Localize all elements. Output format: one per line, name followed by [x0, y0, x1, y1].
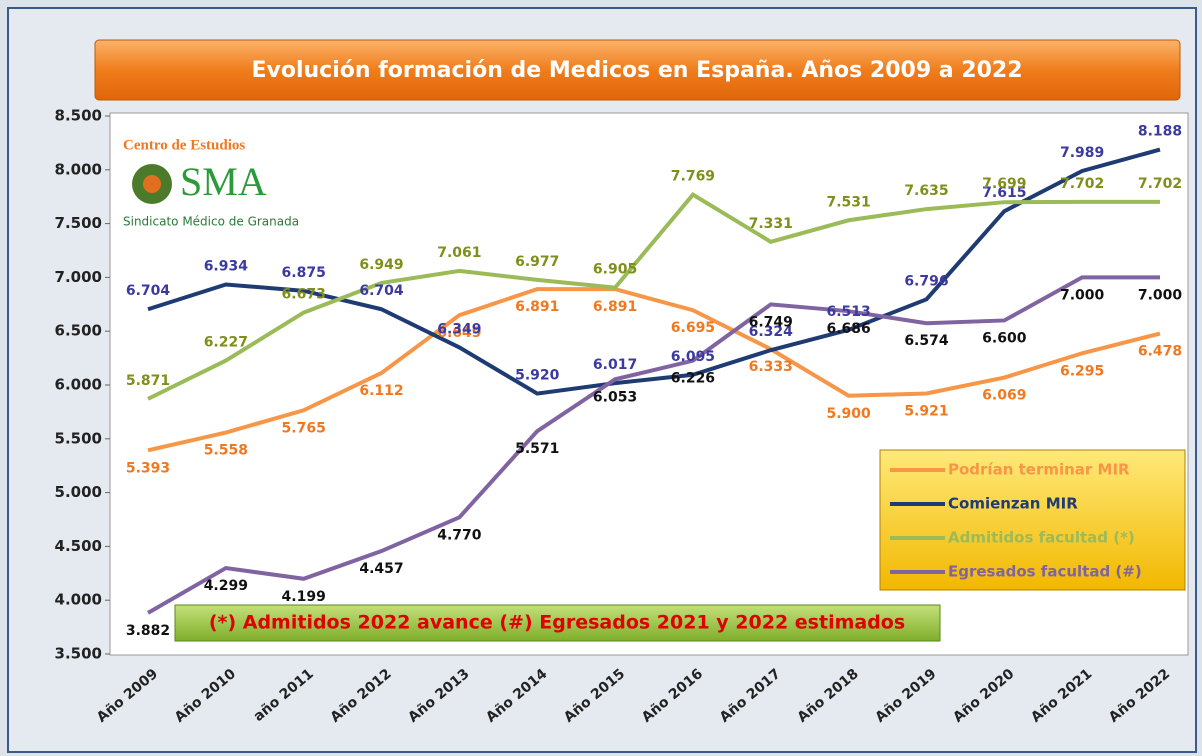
- data-label: 6.686: [826, 321, 870, 337]
- data-label: 7.000: [1138, 287, 1183, 303]
- y-tick-label: 6.500: [55, 322, 102, 340]
- logo-title: Centro de Estudios: [123, 137, 245, 153]
- series-line: [147, 147, 1161, 396]
- legend-label: Comienzan MIR: [948, 495, 1078, 513]
- note-box: [174, 604, 941, 642]
- data-label: 4.770: [437, 527, 482, 543]
- y-tick-label: 4.500: [55, 537, 102, 555]
- logo-mark: SMA: [180, 159, 267, 204]
- data-label: 6.673: [282, 287, 326, 303]
- series-line: [147, 192, 1160, 401]
- chart-title: Evolución formación de Medicos en España…: [251, 58, 1022, 83]
- data-label: 6.053: [593, 389, 637, 405]
- data-label: 6.478: [1138, 344, 1182, 360]
- data-label: 6.891: [593, 299, 637, 315]
- data-label: 6.977: [515, 254, 559, 270]
- data-label: 7.331: [749, 216, 793, 232]
- note: (*) Admitidos 2022 avance (#) Egresados …: [209, 612, 905, 634]
- data-label: 6.324: [749, 324, 794, 340]
- data-label: 7.531: [826, 194, 870, 210]
- legend-box: [879, 449, 1186, 591]
- data-label: 6.891: [515, 299, 559, 315]
- data-label: 6.934: [204, 259, 249, 275]
- data-label: 8.188: [1138, 124, 1182, 140]
- data-label: 5.558: [204, 443, 248, 459]
- data-label: 6.295: [1060, 363, 1104, 379]
- data-label: 6.112: [359, 383, 403, 399]
- data-label: 6.349: [437, 321, 481, 337]
- logo-subtitle: Sindicato Médico de Granada: [123, 215, 299, 229]
- data-label: 7.702: [1138, 176, 1182, 192]
- data-label: 5.571: [515, 441, 559, 457]
- data-label: 6.095: [671, 349, 715, 365]
- data-label: 5.900: [826, 406, 871, 422]
- data-label: 5.393: [126, 460, 170, 476]
- data-label: 5.871: [126, 373, 170, 389]
- y-tick-label: 6.000: [55, 376, 102, 394]
- data-label: 3.882: [126, 623, 170, 639]
- legend-label: Egresados facultad (#): [948, 563, 1142, 581]
- legend-label: Admitidos facultad (*): [948, 529, 1135, 547]
- data-label: 6.704: [359, 283, 404, 299]
- y-tick-label: 5.500: [55, 429, 102, 447]
- data-label: 7.635: [904, 183, 948, 199]
- data-label: 6.069: [982, 388, 1026, 404]
- y-tick-label: 7.000: [55, 268, 102, 286]
- data-label: 5.920: [515, 368, 560, 384]
- legend-label: Podrían terminar MIR: [948, 461, 1130, 479]
- data-label: 6.017: [593, 357, 637, 373]
- y-tick-label: 8.500: [55, 107, 102, 125]
- series-line: [147, 287, 1161, 453]
- data-label: 6.796: [904, 273, 948, 289]
- data-label: 6.227: [204, 335, 248, 351]
- data-label: 7.615: [982, 185, 1026, 201]
- data-label: 6.875: [282, 265, 326, 281]
- data-label: 6.649: [437, 325, 481, 341]
- data-label: 5.765: [282, 420, 326, 436]
- data-label: 7.699: [982, 176, 1026, 192]
- data-label: 4.299: [204, 578, 248, 594]
- data-label: 7.000: [1060, 287, 1105, 303]
- data-label: 6.949: [359, 257, 403, 273]
- data-label: 7.061: [437, 245, 481, 261]
- data-label: 6.226: [671, 371, 715, 387]
- data-label: 7.769: [671, 169, 715, 185]
- series-line: [147, 275, 1160, 615]
- data-label: 6.749: [749, 314, 793, 330]
- data-label: 7.989: [1060, 145, 1104, 161]
- y-tick-label: 5.000: [55, 483, 102, 501]
- data-label: 5.921: [904, 404, 948, 420]
- data-label: 4.457: [359, 561, 403, 577]
- logo-icon: [143, 175, 161, 193]
- data-label: 6.905: [593, 262, 637, 278]
- title-box: [94, 39, 1181, 101]
- data-label: 6.695: [671, 320, 715, 336]
- data-label: 6.513: [826, 304, 870, 320]
- data-label: 4.199: [282, 589, 326, 605]
- data-label: 6.704: [126, 283, 171, 299]
- data-label: 6.600: [982, 330, 1027, 346]
- y-tick-label: 4.000: [55, 591, 102, 609]
- data-label: 6.574: [904, 333, 949, 349]
- logo: Centro de Estudios SMA Sindicato Médico …: [123, 137, 299, 228]
- y-tick-label: 3.500: [55, 645, 102, 663]
- y-tick-label: 8.000: [55, 160, 102, 178]
- data-label: 6.333: [749, 359, 793, 375]
- y-tick-label: 7.500: [55, 214, 102, 232]
- data-label: 7.702: [1060, 176, 1104, 192]
